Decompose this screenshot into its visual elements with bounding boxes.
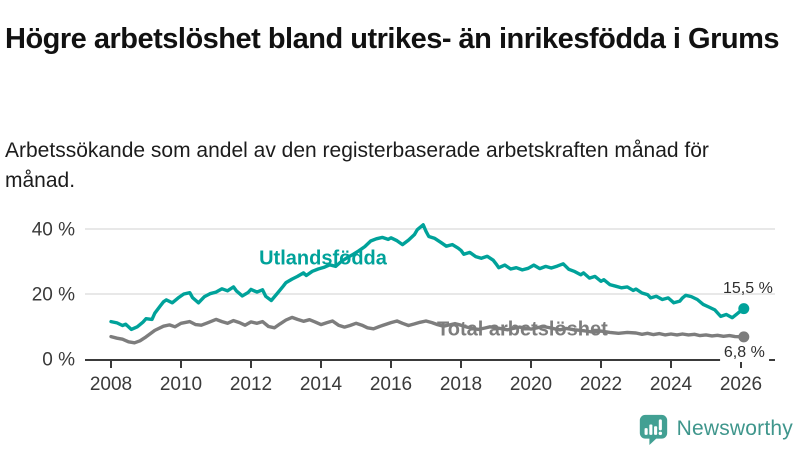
y-tick-label: 20 % — [32, 285, 75, 306]
end-value-label-utlandsfodda: 15,5 % — [722, 279, 773, 297]
newsworthy-logo-icon — [639, 414, 667, 445]
y-tick-label: 0 % — [42, 350, 75, 371]
series-line-total-arbetsloshet — [109, 315, 746, 345]
x-tick-label: 2024 — [650, 374, 693, 395]
x-tick-label: 2014 — [300, 374, 343, 395]
x-tick-label: 2012 — [230, 374, 272, 395]
x-tick-label: 2010 — [160, 374, 202, 395]
series-line-utlandsfodda — [109, 223, 746, 332]
x-tick-label: 2016 — [370, 374, 412, 395]
x-tick-label: 2026 — [720, 374, 762, 395]
newsworthy-brand: Newsworthy — [638, 413, 793, 445]
chart-subtitle: Arbetssökande som andel av den registerb… — [5, 139, 709, 193]
series-label-utlandsfodda: Utlandsfödda — [259, 247, 387, 270]
x-tick-label: 2008 — [90, 374, 132, 395]
brand-name: Newsworthy — [676, 417, 793, 440]
end-value-label-total-arbetsloshet: 6,8 % — [719, 343, 769, 362]
page-title: Högre arbetslöshet bland utrikes- än inr… — [5, 23, 780, 56]
x-tick-label: 2020 — [510, 374, 552, 395]
x-tick-label: 2018 — [440, 374, 482, 395]
end-dot-utlandsfodda — [738, 303, 750, 315]
y-tick-label: 40 % — [32, 220, 75, 241]
end-dot-total-arbetsloshet — [738, 331, 750, 343]
x-tick-label: 2022 — [580, 374, 622, 395]
series-label-total-arbetsloshet: Total arbetslöshet — [437, 318, 608, 341]
